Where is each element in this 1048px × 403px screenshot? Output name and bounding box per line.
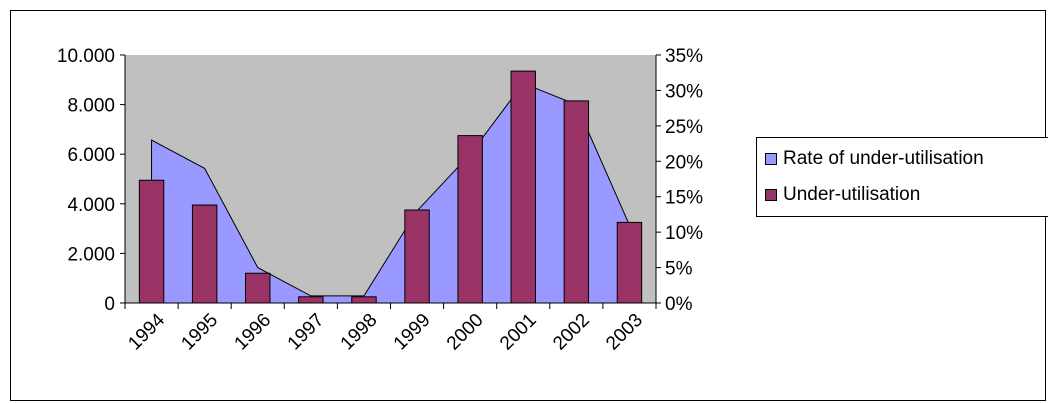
bar-2000 xyxy=(457,135,483,304)
x-tick-label-1995: 1995 xyxy=(177,310,222,355)
bar-2003 xyxy=(616,221,643,304)
right-tick-label: 25% xyxy=(665,117,703,138)
x-tick-label-1998: 1998 xyxy=(337,310,382,355)
legend-swatch-under-utilisation xyxy=(765,189,777,201)
left-tick-label: 10.000 xyxy=(57,46,115,67)
legend-item-under-utilisation: Under-utilisation xyxy=(765,184,920,206)
legend-label-rate: Rate of under-utilisation xyxy=(783,148,984,169)
legend-swatch-rate xyxy=(765,153,777,165)
legend-label-under-utilisation: Under-utilisation xyxy=(783,184,921,205)
x-tick-label-1996: 1996 xyxy=(231,310,276,355)
x-tick-label-2002: 2002 xyxy=(549,310,594,355)
bar-2001 xyxy=(510,70,536,304)
legend-item-rate: Rate of under-utilisation xyxy=(765,148,984,170)
right-tick-label: 35% xyxy=(665,46,703,67)
right-tick-label: 0% xyxy=(665,294,693,315)
left-tick-label: 2.000 xyxy=(67,244,115,265)
bar-2002 xyxy=(563,100,590,304)
left-tick-label: 8.000 xyxy=(67,96,115,117)
right-tick-label: 10% xyxy=(665,223,703,244)
x-tick-label-1997: 1997 xyxy=(284,310,329,355)
legend: Rate of under-utilisation Under-utilisat… xyxy=(756,137,1048,217)
x-tick-label-2001: 2001 xyxy=(496,310,541,355)
right-tick-label: 5% xyxy=(665,259,693,280)
bar-1998 xyxy=(351,296,377,304)
x-tick-label-2003: 2003 xyxy=(602,310,647,355)
left-tick-label: 0 xyxy=(104,294,115,315)
right-tick-label: 20% xyxy=(665,152,703,173)
right-tick-label: 30% xyxy=(665,81,703,102)
x-tick-label-2000: 2000 xyxy=(443,310,488,355)
x-tick-label-1994: 1994 xyxy=(124,309,169,354)
bar-1999 xyxy=(404,209,430,304)
bar-1995 xyxy=(191,204,218,304)
bar-1997 xyxy=(298,296,324,304)
x-tick-label-1999: 1999 xyxy=(390,310,435,355)
right-tick-label: 15% xyxy=(665,188,703,209)
bar-1994 xyxy=(138,179,165,304)
left-tick-label: 4.000 xyxy=(67,195,115,216)
bar-1996 xyxy=(245,272,271,304)
left-tick-label: 6.000 xyxy=(67,145,115,166)
